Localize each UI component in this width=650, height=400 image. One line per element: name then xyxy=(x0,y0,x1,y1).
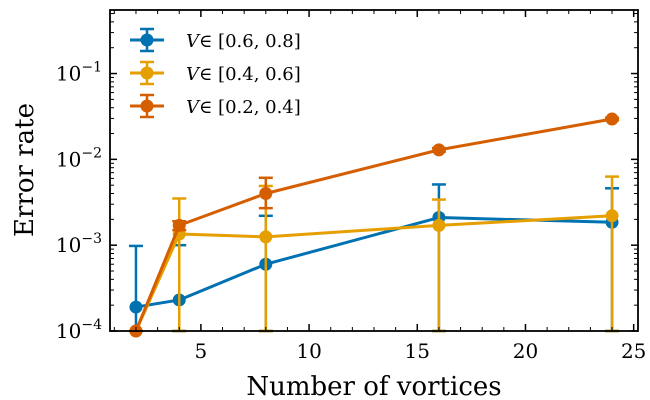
x-tick-label: 20 xyxy=(513,339,538,363)
legend-marker xyxy=(140,66,154,80)
data-point xyxy=(432,218,446,232)
series-0 xyxy=(128,183,620,333)
ticks-layer: 5 10 15 20 25 10−4 10−3 10−2 10−1 xyxy=(56,10,646,363)
series-layer xyxy=(128,112,620,338)
x-tick-label: 15 xyxy=(405,339,430,363)
data-point xyxy=(259,230,273,244)
y-tick-label: 10−2 xyxy=(56,145,102,171)
x-axis-label: Number of vortices xyxy=(246,372,501,400)
legend: V∈ [0.6, 0.8]V∈ [0.4, 0.6]V∈ [0.2, 0.4] xyxy=(130,27,301,119)
legend-entry-1: V∈ [0.4, 0.6] xyxy=(130,60,301,86)
legend-label: V∈ [0.4, 0.6] xyxy=(186,64,301,85)
x-tick-label: 25 xyxy=(621,339,646,363)
data-point xyxy=(432,143,446,157)
legend-entry-2: V∈ [0.2, 0.4] xyxy=(130,93,301,119)
y-tick-label: 10−4 xyxy=(56,317,102,343)
legend-marker xyxy=(140,33,154,47)
y-tick-label: 10−1 xyxy=(56,60,102,86)
y-axis-label: Error rate xyxy=(10,103,40,237)
series-2 xyxy=(129,112,620,338)
series-1 xyxy=(129,175,620,338)
legend-range: ∈ [0.4, 0.6] xyxy=(199,64,301,85)
series-line xyxy=(134,214,613,332)
legend-symbol: V xyxy=(186,64,201,85)
data-point xyxy=(172,218,186,232)
legend-symbol: V xyxy=(186,31,201,52)
legend-symbol: V xyxy=(186,97,201,118)
legend-label: V∈ [0.6, 0.8] xyxy=(186,31,301,52)
x-tick-label: 5 xyxy=(195,339,208,363)
legend-entry-0: V∈ [0.6, 0.8] xyxy=(130,27,301,53)
legend-marker xyxy=(140,99,154,113)
plot-frame xyxy=(109,9,639,332)
legend-range: ∈ [0.6, 0.8] xyxy=(199,31,301,52)
data-point xyxy=(259,187,273,201)
legend-range: ∈ [0.2, 0.4] xyxy=(199,97,301,118)
legend-label: V∈ [0.2, 0.4] xyxy=(186,97,301,118)
y-tick-label: 10−3 xyxy=(56,231,102,257)
series-line xyxy=(134,117,613,332)
data-point xyxy=(605,209,619,223)
data-point xyxy=(129,300,143,314)
data-point xyxy=(605,112,619,126)
x-tick-label: 10 xyxy=(296,339,321,363)
